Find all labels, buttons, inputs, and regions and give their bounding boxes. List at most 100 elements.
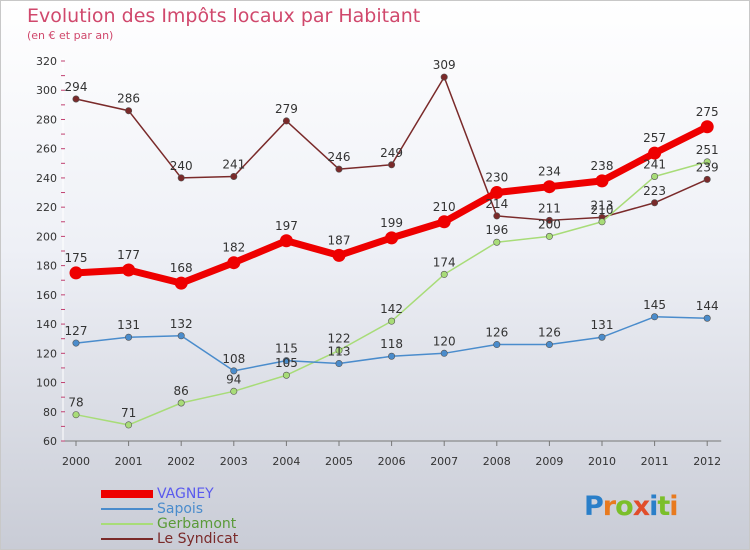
data-point-sapois [440,349,448,357]
data-label-gerbamont: 122 [328,331,351,345]
data-label-vagney: 234 [538,165,561,179]
data-point-le-syndicat [125,107,133,115]
data-point-le-syndicat [282,117,290,125]
y-tick-label: 140 [36,318,57,331]
data-label-gerbamont: 196 [485,223,508,237]
data-label-le-syndicat: 223 [643,184,666,198]
legend-label: VAGNEY [157,486,214,502]
data-label-le-syndicat: 309 [433,58,456,72]
data-label-le-syndicat: 239 [696,160,719,174]
legend-swatch [101,538,153,540]
data-label-sapois: 131 [117,318,140,332]
data-point-sapois [282,357,290,365]
y-tick-label: 200 [36,230,57,243]
data-label-gerbamont: 142 [380,302,403,316]
data-point-le-syndicat [72,95,80,103]
data-label-le-syndicat: 211 [538,201,561,215]
y-tick-label: 220 [36,201,57,214]
x-tick-label: 2012 [693,455,721,468]
data-label-le-syndicat: 213 [591,198,614,212]
data-label-vagney: 197 [275,219,298,233]
data-point-sapois [177,332,185,340]
data-point-sapois [335,360,343,368]
data-point-le-syndicat [545,216,553,224]
data-label-le-syndicat: 214 [485,197,508,211]
data-label-le-syndicat: 294 [65,80,88,94]
legend-label: Le Syndicat [157,531,239,547]
data-point-vagney [332,248,346,262]
data-label-sapois: 145 [643,298,666,312]
data-label-vagney: 187 [328,233,351,247]
data-point-gerbamont [598,218,606,226]
data-label-sapois: 120 [433,334,456,348]
data-point-le-syndicat [230,172,238,180]
data-point-gerbamont [651,172,659,180]
data-label-vagney: 175 [65,251,88,265]
data-point-vagney [385,231,399,245]
chart-title: Evolution des Impôts locaux par Habitant [27,5,421,27]
data-label-gerbamont: 86 [174,384,189,398]
x-tick-label: 2008 [483,455,511,468]
data-label-sapois: 132 [170,317,193,331]
data-point-le-syndicat [651,199,659,207]
x-tick-label: 2006 [378,455,406,468]
data-label-gerbamont: 251 [696,143,719,157]
data-point-gerbamont [230,387,238,395]
data-point-le-syndicat [703,175,711,183]
data-point-sapois [493,341,501,349]
data-label-gerbamont: 94 [226,372,241,386]
data-label-vagney: 257 [643,131,666,145]
y-tick-label: 300 [36,84,57,97]
data-label-vagney: 177 [117,248,140,262]
data-point-vagney [648,146,662,160]
y-tick-label: 320 [36,55,57,68]
data-label-le-syndicat: 246 [328,150,351,164]
data-label-gerbamont: 78 [68,396,83,410]
y-tick-label: 120 [36,347,57,360]
data-label-gerbamont: 174 [433,255,456,269]
data-point-vagney [174,276,188,290]
legend-swatch [101,490,153,498]
data-point-sapois [72,339,80,347]
x-tick-label: 2002 [167,455,195,468]
data-label-vagney: 230 [485,171,508,185]
data-point-le-syndicat [440,73,448,81]
data-label-gerbamont: 200 [538,217,561,231]
data-point-vagney [437,215,451,229]
data-label-le-syndicat: 240 [170,159,193,173]
x-tick-label: 2000 [62,455,90,468]
x-tick-label: 2007 [430,455,458,468]
data-label-gerbamont: 105 [275,356,298,370]
data-label-vagney: 182 [222,241,245,255]
data-label-vagney: 210 [433,200,456,214]
data-label-gerbamont: 71 [121,406,136,420]
data-point-sapois [230,367,238,375]
data-point-le-syndicat [177,174,185,182]
data-label-sapois: 144 [696,299,719,313]
data-label-sapois: 126 [485,326,508,340]
y-tick-label: 280 [36,113,57,126]
data-point-gerbamont [335,346,343,354]
data-point-sapois [388,352,396,360]
data-point-sapois [125,333,133,341]
proxiti-logo: Proxiti [584,491,679,522]
x-tick-label: 2001 [115,455,143,468]
data-point-gerbamont [177,399,185,407]
data-label-sapois: 115 [275,342,298,356]
data-point-gerbamont [440,270,448,278]
data-point-vagney [279,234,293,248]
data-label-le-syndicat: 286 [117,92,140,106]
data-label-sapois: 108 [222,352,245,366]
data-label-sapois: 113 [328,345,351,359]
data-point-gerbamont [703,158,711,166]
data-point-gerbamont [125,421,133,429]
data-point-sapois [545,341,553,349]
data-label-gerbamont: 210 [591,203,614,217]
data-label-vagney: 199 [380,216,403,230]
data-point-gerbamont [493,238,501,246]
data-label-gerbamont: 241 [643,157,666,171]
chart-subtitle: (en € et par an) [27,29,114,42]
x-tick-label: 2004 [272,455,300,468]
